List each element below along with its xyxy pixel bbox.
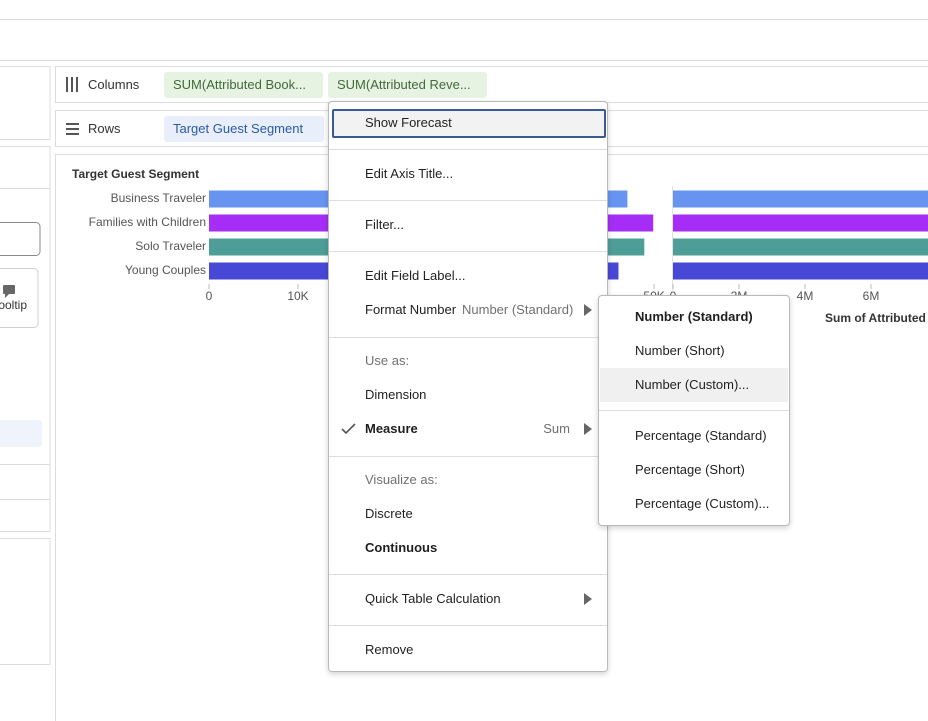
separator [329, 574, 607, 575]
separator [599, 410, 789, 411]
field-highlight [0, 420, 42, 447]
field-pill[interactable]: Target Guest Segment [164, 116, 324, 142]
rows-header: Target Guest Segment [72, 167, 199, 181]
category-label: Solo Traveler [135, 239, 206, 253]
submenu-arrow [584, 304, 592, 316]
separator [329, 200, 607, 201]
columns-shelf: Columns SUM(Attributed Book... SUM(Attri… [55, 66, 928, 103]
category-label: Young Couples [125, 263, 206, 277]
shelf-label: Columns [88, 77, 140, 92]
menu-item[interactable]: Filter... [365, 217, 405, 232]
menu-item-detail: Number (Standard) [462, 302, 574, 317]
separator [329, 149, 607, 150]
field-pill[interactable]: SUM(Attributed Reve... [328, 72, 487, 98]
bar [673, 214, 928, 232]
separator [329, 456, 607, 457]
menu-item[interactable]: Dimension [365, 387, 427, 402]
bar [673, 238, 928, 256]
submenu-arrow [584, 593, 592, 605]
tooltip-icon [3, 285, 15, 294]
tooltip-label[interactable]: Tooltip [0, 298, 27, 312]
menu-item[interactable]: Percentage (Short) [635, 462, 745, 477]
menu-item[interactable]: Number (Standard) [635, 309, 753, 324]
x-tick-label: 0 [206, 289, 213, 303]
axis-title: Sum of Attributed Revenue [825, 311, 928, 325]
x-tick-label: 10K [287, 289, 308, 303]
menu-item[interactable]: Measure [365, 421, 418, 436]
menu-item[interactable]: Percentage (Standard) [635, 428, 767, 443]
category-label: Families with Children [89, 215, 206, 229]
rows-icon [66, 123, 79, 135]
menu-item-detail: Sum [543, 421, 570, 436]
menu-item[interactable]: Edit Field Label... [365, 268, 466, 283]
menu-item[interactable]: Show Forecast [365, 115, 452, 130]
separator [329, 625, 607, 626]
submenu: Number (Standard) Number (Short) Number … [598, 295, 790, 526]
menu-item[interactable]: Continuous [365, 540, 438, 555]
menu-item[interactable]: Number (Custom)... [635, 377, 750, 392]
x-tick-label: 4M [797, 289, 814, 303]
menu-heading: Use as: [365, 353, 410, 368]
field-pill[interactable]: SUM(Attributed Book... [164, 72, 323, 98]
left-panel-box [0, 538, 51, 665]
menu-item[interactable]: Number (Short) [635, 343, 725, 358]
tooltip-button[interactable] [0, 268, 39, 328]
submenu-arrow [584, 423, 592, 435]
mark-type-dropdown[interactable] [0, 222, 41, 256]
marks-card [0, 146, 51, 532]
separator [329, 337, 607, 338]
category-label: Business Traveler [111, 191, 206, 205]
columns-icon [66, 77, 78, 92]
view-border [55, 154, 928, 721]
menu-hover [600, 368, 788, 402]
menu-item[interactable]: Format Number [365, 302, 457, 317]
menu-item[interactable]: Discrete [365, 506, 413, 521]
left-panel-box [0, 66, 51, 140]
context-menu: Show Forecast Edit Axis Title... Filter.… [328, 101, 608, 672]
shelf-label: Rows [88, 121, 121, 136]
bar [673, 190, 928, 208]
bar [673, 262, 928, 280]
x-tick-label: 6M [863, 289, 880, 303]
menu-heading: Visualize as: [365, 472, 438, 487]
menu-item[interactable]: Percentage (Custom)... [635, 496, 770, 511]
tooltip-icon [5, 294, 9, 298]
menu-item[interactable]: Remove [365, 642, 414, 657]
checkmark [341, 423, 356, 435]
menu-focus [332, 109, 606, 138]
menu-item[interactable]: Quick Table Calculation [365, 591, 501, 606]
menu-item[interactable]: Edit Axis Title... [365, 166, 454, 181]
separator [329, 251, 607, 252]
